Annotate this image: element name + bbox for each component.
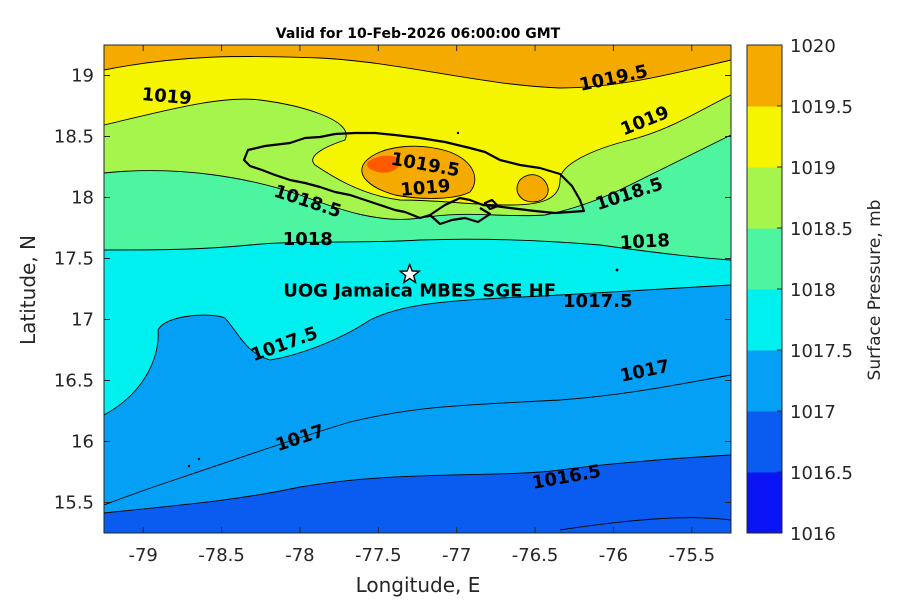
contour-label: 1019 [141,84,193,109]
contour-1019.5 [104,55,731,89]
colorbar-tick-label: 1016.5 [790,463,853,484]
colorbar-segment [747,106,782,168]
colorbar-segment [747,228,782,290]
colorbar-tick-label: 1018.5 [790,219,853,240]
contour-1017.5 [104,284,731,416]
x-tick-label: -78.5 [198,545,245,566]
contour-1018 [104,238,731,261]
small-island [456,131,460,135]
colorbar-tick-label: 1017.5 [790,341,853,362]
plot-frame [103,44,732,534]
contour-1016.5-low [559,517,731,531]
colorbar-segment [747,350,782,412]
band-1017.5-inner [104,285,731,505]
colorbar-tick-label: 1016 [790,524,836,545]
jamaica-coastline [242,131,586,220]
x-axis-ticks: -79 -78.5 -78 -77.5 -77 -76.5 -76 -75.5 [128,45,715,566]
colorbar-tick-label: 1018 [790,280,836,301]
colorbar-tick-label: 1020 [790,36,836,57]
band-1019.5 [104,45,731,88]
station-label: UOG Jamaica MBES SGE HF [283,280,556,301]
contour-label: 1018 [619,230,670,254]
colorbar-tick-label: 1019.5 [790,97,853,118]
kingston-harbour-coast [429,207,492,226]
band-1019.5-east [516,174,549,202]
y-tick-label: 16.5 [54,371,94,392]
y-axis-ticks: 15.5 16 16.5 17 17.5 18 18.5 19 [54,66,731,514]
contour-1019.5-east [516,174,549,203]
y-tick-label: 18.5 [54,127,94,148]
y-tick-label: 17 [71,310,94,331]
colorbar-segment [747,289,782,351]
y-tick-label: 15.5 [54,493,94,514]
y-axis-label: Latitude, N [16,235,40,345]
cays-coast [483,198,500,211]
small-island [187,464,191,468]
station-star-icon [398,262,422,285]
y-tick-label: 17.5 [54,249,94,270]
x-tick-label: -75.5 [669,545,716,566]
x-tick-label: -78 [285,545,314,566]
small-island [197,457,201,461]
band-1019-inner [315,140,630,213]
contour-label: 1018 [283,229,333,250]
x-tick-label: -79 [128,545,157,566]
contour-1019 [104,94,731,206]
colorbar-segment [747,45,782,107]
x-axis-label: Longitude, E [356,573,481,597]
x-tick-label: -76 [599,545,628,566]
band-1016.5-upper [104,45,731,533]
y-tick-label: 18 [71,188,94,209]
colorbar-segment [747,411,782,473]
chart-title: Valid for 10-Feb-2026 06:00:00 GMT [276,26,561,42]
x-tick-label: -77.5 [355,545,402,566]
contour-label: 1019 [400,176,452,201]
band-1020-core [367,155,401,173]
colorbar: 1016 1016.5 1017 1017.5 1018 1018.5 1019 1019.5… [746,36,853,545]
x-tick-label: -77 [442,545,471,566]
contour-label: 1017.5 [563,291,632,312]
contour-1017 [104,374,731,506]
colorbar-tick-label: 1019 [790,158,836,179]
y-tick-label: 19 [71,66,94,87]
contour-1018.5 [104,134,731,220]
small-island [615,268,619,272]
y-tick-label: 16 [71,432,94,453]
x-tick-label: -76.5 [512,545,559,566]
contour-1016.5 [104,454,731,514]
colorbar-tick-label: 1017 [790,402,836,423]
contour-1019.5-island [361,145,476,199]
colorbar-segment [747,472,782,534]
colorbar-segment [747,167,782,229]
colorbar-label: Surface Pressure, mb [865,200,885,381]
